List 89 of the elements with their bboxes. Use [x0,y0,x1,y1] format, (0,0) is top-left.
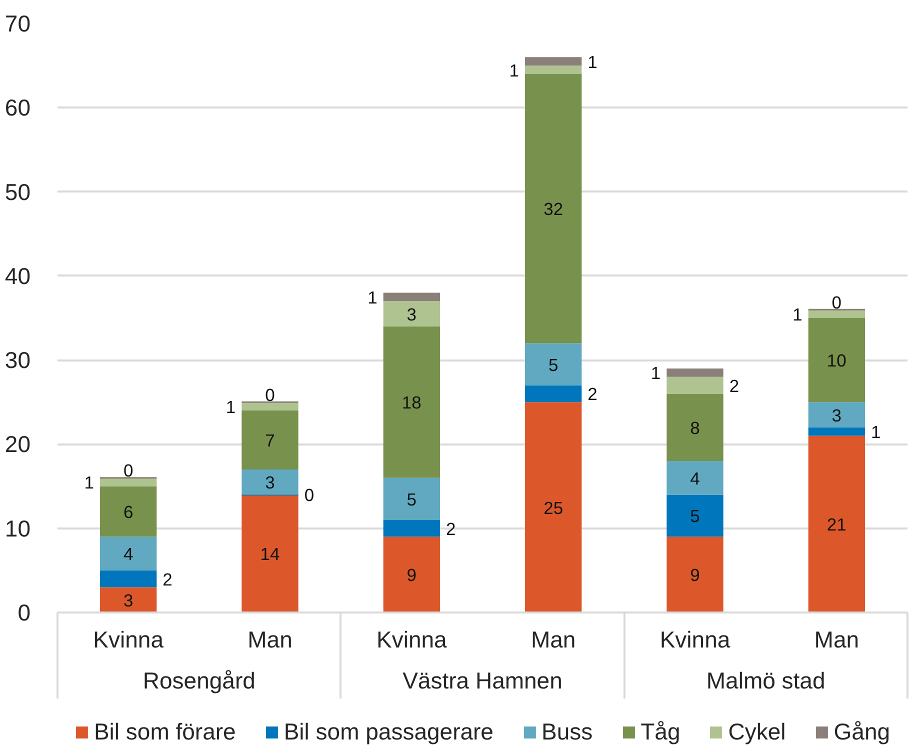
data-label: 3 [265,472,275,493]
data-label: 14 [260,544,280,564]
data-label: 0 [304,485,314,506]
bar [666,536,724,612]
bar [525,66,582,74]
bar [666,494,724,537]
text: Rosengård [142,668,256,694]
bar [383,536,440,612]
data-label: 32 [544,199,564,220]
bar [383,326,440,478]
bar [100,570,157,588]
data-label: 1 [509,60,519,80]
bar [383,478,440,520]
data-label: 3 [123,590,134,610]
data-label: 21 [826,514,846,535]
data-label: 7 [265,430,275,451]
data-label: 5 [548,354,558,375]
bar [808,436,865,612]
data-label: 25 [544,498,564,518]
legend-label: Buss [541,718,593,745]
bar [808,402,865,428]
data-label: 1 [588,52,598,72]
data-label: 9 [690,565,700,586]
data-label: 2 [588,384,598,404]
bar [242,494,298,612]
data-label: 1 [792,304,802,324]
bar [100,587,157,612]
bar [525,57,582,66]
bar [666,394,724,462]
bar [100,486,157,537]
bar [100,478,157,486]
y-tick-label: 30 [4,347,31,374]
y-tick-label: 20 [4,431,31,458]
y-tick-label: 0 [18,600,31,626]
y-tick-label: 60 [4,94,31,121]
x-tick-label: Kvinna [93,626,164,652]
data-label: 1 [650,363,661,384]
legend-label: Gång [834,718,890,745]
y-tick-label: 50 [4,178,31,205]
bar [666,376,724,394]
bar [666,368,724,377]
data-label: 5 [406,489,417,510]
data-label: 2 [446,518,456,539]
y-tick-label: 10 [4,515,31,542]
data-label: 4 [123,544,134,564]
x-tick-label: Man [814,626,860,652]
data-label: 8 [690,418,700,438]
data-label: 0 [832,292,842,312]
bar [383,520,440,537]
x-tick-label: Kvinna [376,626,448,652]
x-tick-label: Man [248,626,292,652]
data-label: 1 [871,422,881,442]
data-label: 5 [690,506,700,526]
text: Malmö stad [706,668,826,694]
bar [525,74,582,344]
legend-label: Cykel [728,718,786,745]
bar [242,410,298,470]
bar [808,318,865,402]
data-label: 2 [162,569,172,590]
data-label: 3 [832,405,842,426]
data-label: 4 [690,468,700,488]
data-label: 1 [226,396,236,417]
legend-label: Tåg [640,718,680,745]
x-tick-label: Man [530,626,576,652]
bar [525,385,582,402]
legend-label: Bil som passagerare [284,718,494,745]
data-label: 1 [368,287,378,308]
y-tick-label: 40 [4,262,31,289]
bar [383,292,440,302]
legend-label: Bil som förare [94,718,236,745]
data-label: 10 [826,350,847,371]
bar [100,536,157,570]
data-label: 2 [729,376,740,396]
data-label: 1 [84,472,94,493]
bar [666,461,724,495]
data-label: 3 [406,304,417,324]
data-label: 6 [123,502,134,522]
text: Västra Hamnen [402,668,562,694]
data-label: 0 [265,384,276,405]
y-tick-label: 70 [4,10,31,36]
bar [525,343,582,386]
x-tick-label: Kvinna [660,626,730,652]
bar [383,301,440,326]
bar [525,402,582,612]
bar [242,469,298,495]
data-label: 18 [402,392,422,413]
data-label: 9 [406,565,417,586]
data-label: 0 [123,460,134,481]
bar [808,427,865,436]
